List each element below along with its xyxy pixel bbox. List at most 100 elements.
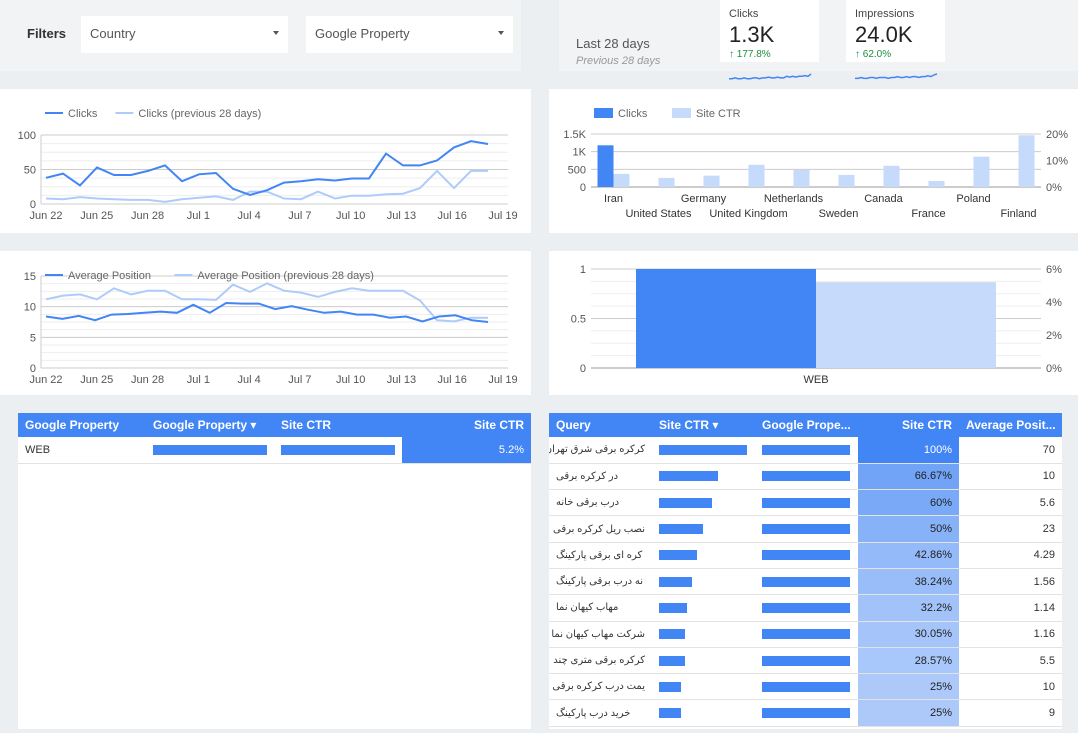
col-header-site-ctr-value[interactable]: Site CTR (402, 413, 531, 437)
filters-bar: Filters Country Google Property (0, 0, 521, 71)
cell-avg-position: 1.56 (959, 568, 1062, 596)
table-row[interactable]: نه درب برقی پارکینگ 38.24% 1.56 (549, 568, 1062, 596)
col-header-property[interactable]: Google Property (18, 413, 146, 437)
col-header-site-ctr[interactable]: Site CTR (858, 413, 959, 437)
bar-clicks (636, 269, 816, 368)
cell-ctr: 25% (858, 699, 959, 727)
arrow-up-icon: ↑ (855, 49, 863, 60)
cell-ctr: 28.57% (858, 647, 959, 675)
scorecard-value: 24.0K (855, 22, 913, 47)
table-row[interactable]: در کرکره برقی 66.67% 10 (549, 463, 1062, 491)
bar-fill (659, 471, 718, 482)
country-filter-dropdown[interactable]: Country (81, 16, 288, 53)
table-row[interactable]: یمت درب کرکره برقی 25% 10 (549, 673, 1062, 701)
bar-site-ctr (816, 282, 996, 368)
scorecard-title: Clicks (729, 8, 759, 20)
bar-fill (281, 444, 395, 455)
col-header-property-sorted[interactable]: Google Property ▾ (146, 413, 274, 437)
y-tick-label: 10 (24, 302, 36, 314)
table-row[interactable]: کره ای برقی پارکینگ 42.86% 4.29 (549, 542, 1062, 569)
bar-fill (762, 655, 850, 666)
scorecard-value: 1.3K (729, 22, 775, 47)
property-filter-dropdown[interactable]: Google Property (306, 16, 513, 53)
scorecard-delta: ↑ 177.8% (729, 49, 771, 60)
x-tick-label: Jul 10 (336, 210, 365, 222)
cell-property-bar (755, 699, 858, 727)
bar-site-ctr (883, 165, 900, 187)
bar-site-ctr (793, 169, 810, 187)
bar-fill (659, 655, 685, 666)
bar-fill (762, 550, 850, 561)
legend-label: Clicks (618, 108, 648, 120)
chevron-down-icon (498, 31, 504, 35)
y-tick-label: 0 (30, 199, 36, 211)
table-row[interactable]: شرکت مهاب کیهان نما 30.05% 1.16 (549, 621, 1062, 648)
table-row[interactable]: کرکره برقی متری چند 28.57% 5.5 (549, 647, 1062, 675)
property-filter-label: Google Property (315, 26, 410, 41)
web-bar-chart: 1 0.5 0 6% 4% 2% 0% WEB (549, 251, 1078, 395)
bar-fill (659, 524, 703, 535)
bar-site-ctr (703, 175, 720, 187)
bar-fill (153, 444, 267, 455)
bar-fill (762, 497, 850, 508)
cell-query: مهاب کیهان نما (549, 594, 652, 622)
col-header-query[interactable]: Query (549, 413, 652, 437)
table-row[interactable]: کرکره برقی شرق تهران 100% 70 (549, 437, 1062, 464)
col-header-site-ctr[interactable]: Site CTR (274, 413, 402, 437)
x-tick-label: Jul 1 (187, 374, 210, 386)
series-line-current (45, 140, 489, 197)
position-line-chart: 15 10 5 0 Jun 22 Jun 25 Jun 28 Jul 1 Jul 4 Jul 7 J… (0, 251, 531, 395)
table-row[interactable]: درب برقی خانه 60% 5.6 (549, 489, 1062, 517)
table-row[interactable]: نصب ریل کرکره برقی 50% 23 (549, 515, 1062, 543)
cell-ctr: 66.67% (858, 463, 959, 491)
bar-site-ctr (1018, 135, 1035, 187)
x-tick-label: Jul 7 (288, 210, 311, 222)
cell-query: کرکره برقی شرق تهران (549, 437, 652, 464)
cell-avg-position: 70 (959, 437, 1062, 464)
bar-site-ctr (748, 164, 765, 187)
x-tick-label: United States (625, 208, 692, 220)
x-tick-label: Jul 16 (438, 210, 467, 222)
cell-property-bar (755, 463, 858, 491)
cell-avg-position: 4.29 (959, 542, 1062, 569)
cell-property-bar (755, 647, 858, 675)
bar-fill (659, 576, 692, 587)
x-tick-label: Germany (681, 193, 727, 205)
x-tick-label: Jul 19 (488, 374, 517, 386)
cell-query: شرکت مهاب کیهان نما (549, 621, 652, 648)
table-row[interactable]: مهاب کیهان نما 32.2% 1.14 (549, 594, 1062, 622)
legend-label: Clicks (previous 28 days) (138, 108, 261, 120)
col-header-site-ctr-sorted[interactable]: Site CTR ▾ (652, 413, 755, 437)
col-header-avg-position[interactable]: Average Posit... (959, 413, 1062, 437)
cell-query: خرید درب پارکینگ (549, 699, 652, 727)
cell-ctr: 32.2% (858, 594, 959, 622)
y-tick-label-left: 1K (573, 147, 587, 159)
table-row[interactable]: خرید درب پارکینگ 25% 9 (549, 699, 1062, 727)
cell-ctr: 50% (858, 515, 959, 543)
cell-ctr-bar (652, 542, 755, 569)
cell-query: درب برقی خانه (549, 489, 652, 517)
scorecard-title: Impressions (855, 8, 915, 20)
clicks-line-chart: 100 50 0 Jun 22 Jun 25 Jun 28 Jul 1 Jul 4 Jul 7 J… (0, 89, 531, 233)
y-tick-label-left: 1 (580, 264, 586, 276)
bar-fill (659, 444, 747, 455)
clicks-sparkline (729, 73, 812, 80)
x-tick-label: Jul 1 (187, 210, 210, 222)
bar-fill (762, 708, 850, 719)
cell-ctr-bar (652, 515, 755, 543)
x-tick-label: Jul 4 (237, 210, 260, 222)
y-tick-label-left: 0.5 (571, 314, 586, 326)
y-tick-label-right: 0% (1046, 363, 1062, 375)
impressions-sparkline (855, 73, 938, 80)
col-header-property[interactable]: Google Prope... (755, 413, 858, 437)
cell-ctr: 42.86% (858, 542, 959, 569)
y-tick-label-left: 500 (568, 164, 586, 176)
cell-query: یمت درب کرکره برقی (549, 673, 652, 701)
cell-avg-position: 1.16 (959, 621, 1062, 648)
x-tick-label: Canada (864, 193, 903, 205)
cell-property-bar (755, 568, 858, 596)
table-row[interactable]: WEB 5.2% (18, 437, 531, 464)
cell-query: کره ای برقی پارکینگ (549, 542, 652, 569)
cell-ctr: 100% (858, 437, 959, 464)
cell-ctr-bar (652, 463, 755, 491)
